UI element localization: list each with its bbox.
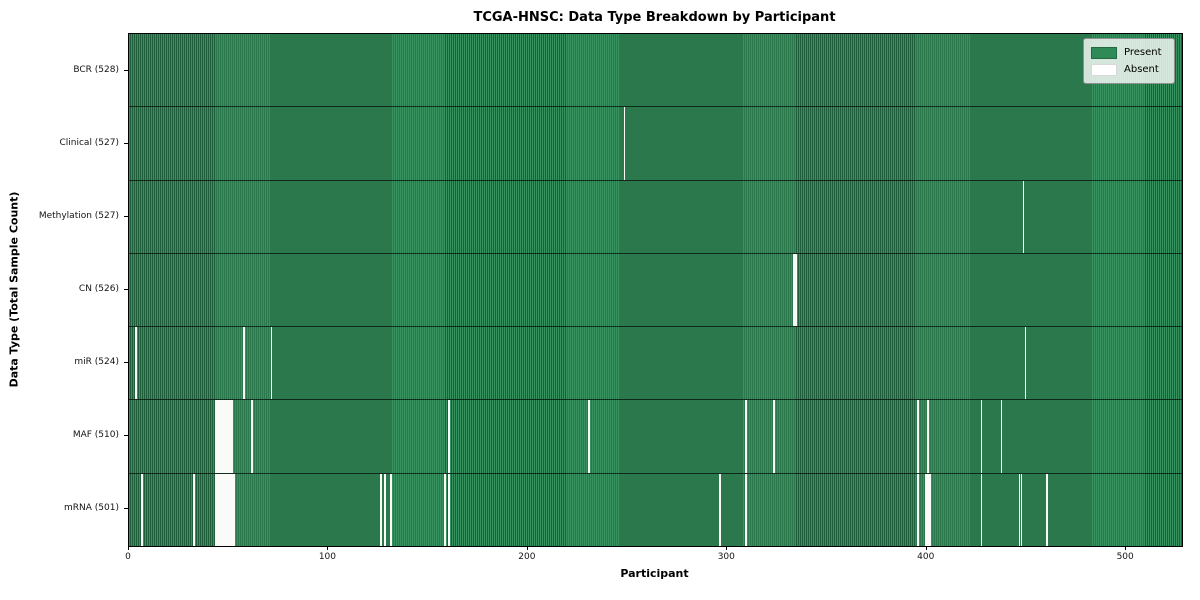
absent-marker [141,473,143,546]
y-tick-label-methylation: Methylation (527) [38,210,119,221]
legend-absent-swatch [1091,63,1117,76]
absent-marker [924,473,927,546]
absent-marker [719,473,722,546]
absent-marker [1022,180,1025,253]
absent-marker [587,400,590,473]
absent-marker [1018,473,1021,546]
y-tick-mark [124,142,128,144]
absent-marker [916,400,919,473]
absent-marker [1020,473,1023,546]
heatmap-row-methylation [129,180,1182,254]
absent-marker [232,473,235,546]
absent-marker [448,400,450,473]
absent-marker [214,400,217,473]
absent-marker [926,473,929,546]
y-tick-label-mrna: mRNA (501) [64,503,119,514]
absent-marker [384,473,387,546]
absent-marker [228,400,231,473]
y-tick-mark [124,69,128,71]
y-tick-label-cn: CN (526) [78,284,119,294]
absent-marker [980,400,983,473]
absent-marker [980,473,983,546]
y-tick-mark [124,362,128,364]
absent-marker [1000,400,1003,473]
x-tick-label-0: 0 [125,552,131,562]
absent-marker [226,473,229,546]
y-tick-mark [124,435,128,437]
absent-marker [214,473,217,546]
absent-marker [1046,473,1049,546]
x-tick-mark [327,546,329,550]
absent-marker [444,473,446,546]
x-tick-label-500: 500 [1116,552,1134,562]
absent-marker [224,473,227,546]
absent-marker [250,400,253,473]
heatmap-row-maf [129,400,1182,474]
legend: Present Absent [1083,38,1175,84]
absent-marker [230,473,233,546]
x-tick-label-100: 100 [318,552,337,562]
absent-marker [220,400,223,473]
absent-marker [773,400,776,473]
y-tick-label-bcr: BCR (528) [73,64,119,75]
absent-marker [222,400,225,473]
y-tick-mark [124,508,128,510]
absent-marker [745,400,748,473]
absent-marker [793,253,795,327]
x-axis-label: Participant [620,567,689,580]
absent-marker [216,473,219,546]
absent-marker [1024,327,1027,400]
legend-present-label: Present [1124,47,1162,58]
x-tick-mark [1125,546,1127,550]
x-tick-label-300: 300 [717,552,735,562]
absent-marker [623,107,626,180]
x-tick-mark [526,546,528,550]
legend-absent-label: Absent [1124,64,1159,75]
absent-marker [218,400,221,473]
absent-marker [380,473,383,546]
heatmap-row-mrna [129,473,1182,546]
absent-marker [795,253,797,327]
absent-marker [270,327,273,400]
absent-marker [222,473,225,546]
heatmap-row-clinical [129,107,1182,181]
heatmap-row-cn [129,253,1182,328]
x-tick-mark [128,546,129,550]
x-tick-label-200: 200 [518,552,536,562]
x-tick-mark [925,546,927,550]
absent-marker [448,473,450,546]
absent-marker [928,473,931,546]
legend-present-swatch [1091,46,1117,59]
absent-marker [216,400,219,473]
legend-item-absent: Absent [1091,61,1167,78]
chart-title: TCGA-HNSC: Data Type Breakdown by Partic… [473,10,836,25]
y-tick-label-mir: miR (524) [74,357,119,368]
y-tick-mark [124,215,128,217]
x-tick-mark [726,546,728,550]
absent-marker [390,473,393,546]
legend-item-present: Present [1091,44,1167,61]
absent-marker [220,473,223,546]
heatmap-row-bcr [129,34,1182,108]
x-tick-label-400: 400 [917,552,935,562]
absent-marker [226,400,229,473]
absent-marker [192,473,195,546]
absent-marker [228,473,231,546]
absent-marker [135,327,137,400]
plot-area [128,33,1183,547]
absent-marker [224,400,227,473]
absent-marker [242,327,245,400]
y-tick-label-maf: MAF (510) [72,430,119,441]
heatmap-row-mir [129,327,1182,401]
absent-marker [916,473,919,546]
absent-marker [230,400,233,473]
y-tick-label-clinical: Clinical (527) [59,137,119,148]
y-tick-mark [124,289,128,290]
absent-marker [745,473,748,546]
absent-marker [926,400,929,473]
absent-marker [218,473,221,546]
